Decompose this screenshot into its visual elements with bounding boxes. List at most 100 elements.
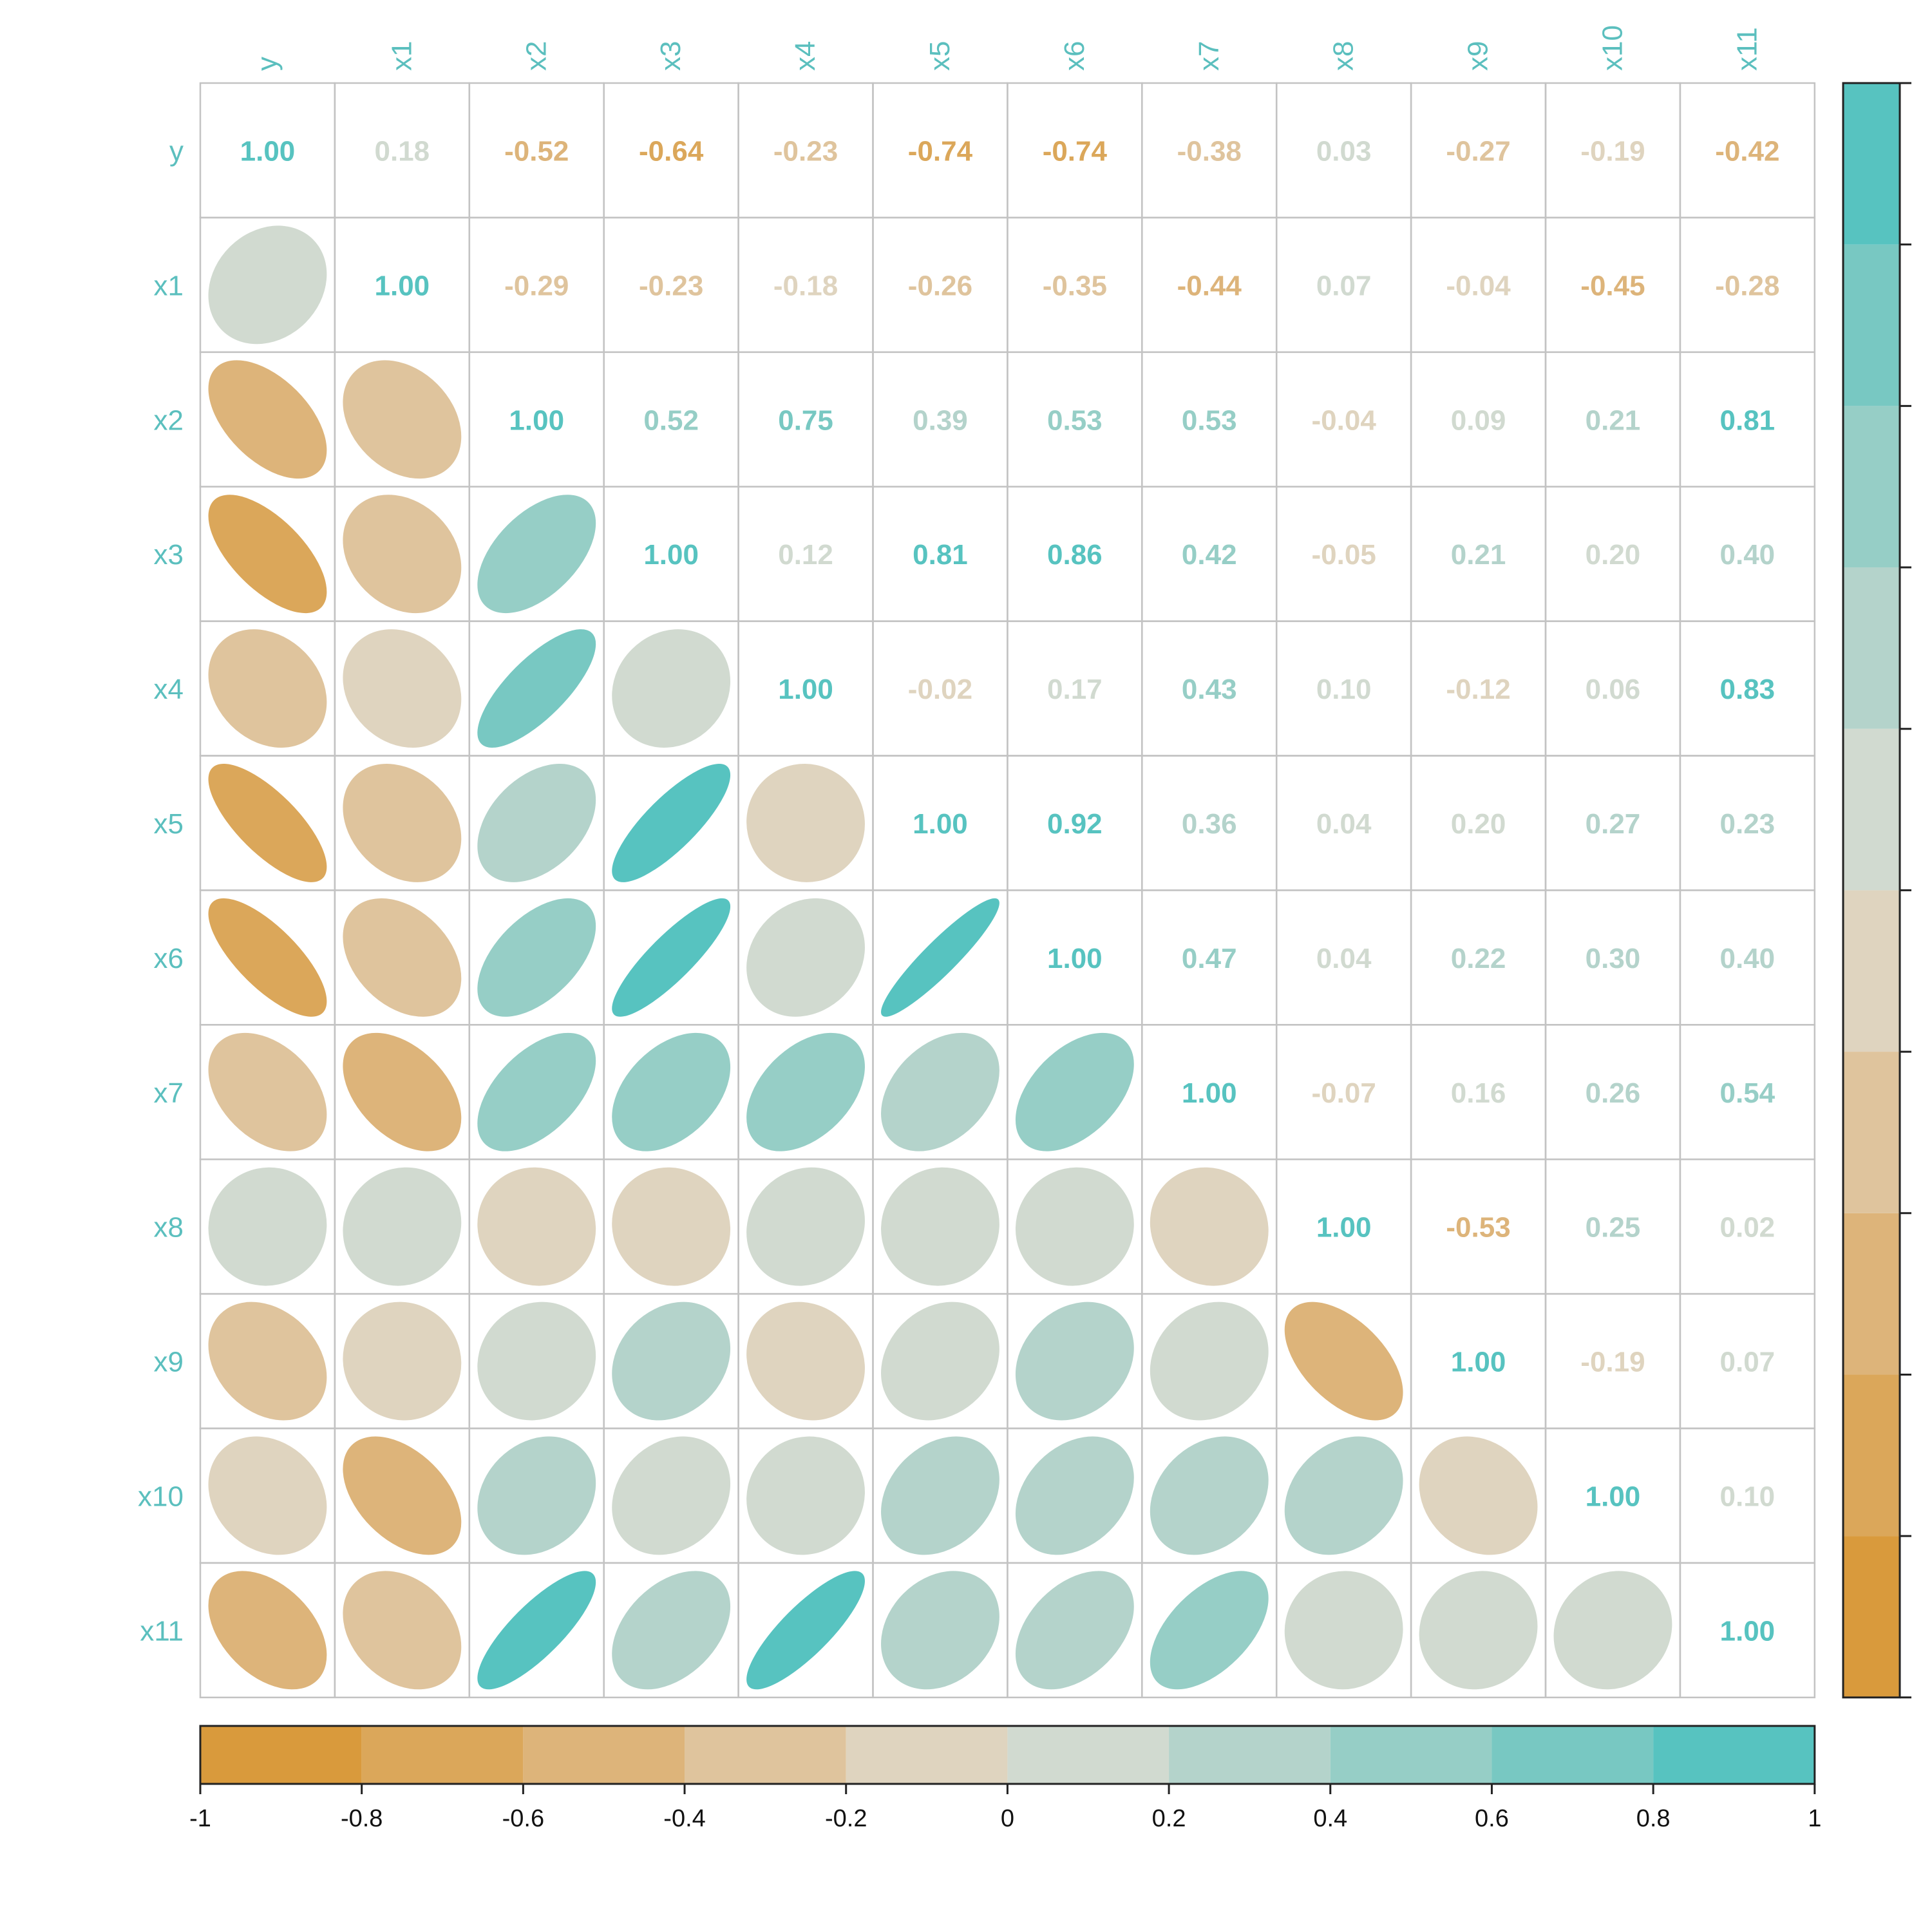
correlation-ellipse: [746, 1436, 865, 1555]
correlation-ellipse: [208, 1436, 327, 1555]
correlation-value: 0.09: [1451, 404, 1506, 436]
row-label: x6: [154, 943, 184, 974]
correlation-ellipse: [343, 1032, 462, 1151]
correlation-ellipse: [477, 1032, 596, 1151]
correlation-value: 0.42: [1182, 539, 1237, 571]
column-label: x2: [520, 41, 552, 71]
correlation-value: 0.47: [1182, 943, 1237, 974]
correlation-ellipse: [343, 764, 462, 882]
correlation-ellipse: [1150, 1571, 1269, 1690]
colorbar-swatch: [523, 1726, 685, 1784]
correlation-value: 0.86: [1047, 539, 1103, 571]
row-label: y: [169, 135, 184, 167]
colorbar-tick-label: 0: [1001, 1805, 1014, 1832]
legend-swatch: [1843, 728, 1900, 891]
correlation-ellipse: [881, 1302, 999, 1421]
correlation-value: -0.04: [1312, 404, 1377, 436]
correlation-ellipse: [1284, 1571, 1403, 1690]
correlation-ellipse: [881, 898, 999, 1017]
correlation-ellipse: [208, 764, 327, 882]
correlation-ellipse: [881, 1571, 999, 1690]
correlation-ellipse: [343, 495, 462, 614]
correlation-ellipse: [477, 495, 596, 614]
correlation-value: 1.00: [1047, 943, 1103, 974]
correlation-ellipse: [343, 898, 462, 1017]
correlation-ellipse: [477, 1571, 596, 1690]
correlation-value: 0.17: [1047, 674, 1103, 705]
legend-swatch: [1843, 244, 1900, 406]
correlation-value: 0.53: [1047, 404, 1103, 436]
row-label: x11: [140, 1615, 184, 1647]
correlation-value: -0.64: [639, 135, 704, 167]
right-color-legend: [1842, 82, 1911, 1699]
correlation-value: 1.00: [240, 135, 296, 167]
correlation-ellipse: [477, 1436, 596, 1555]
correlation-ellipse: [746, 764, 865, 882]
correlation-ellipse: [1015, 1571, 1134, 1690]
correlation-ellipse: [1015, 1167, 1134, 1286]
correlation-ellipse: [1284, 1302, 1403, 1421]
correlation-ellipse: [612, 1032, 731, 1151]
correlation-value: -0.23: [639, 270, 703, 301]
correlation-ellipse: [208, 1167, 327, 1286]
colorbar-swatch: [1492, 1726, 1654, 1784]
correlation-value: -0.12: [1446, 674, 1510, 705]
row-label: x5: [154, 808, 184, 840]
legend-swatch: [1843, 1374, 1900, 1537]
correlation-ellipse: [1284, 1436, 1403, 1555]
legend-swatch: [1843, 83, 1900, 245]
correlation-value: -0.07: [1312, 1077, 1376, 1109]
colorbar-tick-label: 0.6: [1475, 1805, 1509, 1832]
correlation-value: 0.53: [1182, 404, 1237, 436]
colorbar-swatch: [1653, 1726, 1815, 1784]
correlation-ellipse: [1150, 1302, 1269, 1421]
correlation-ellipse: [1015, 1302, 1134, 1421]
correlation-value: 0.43: [1182, 674, 1237, 705]
correlation-value: 0.26: [1586, 1077, 1641, 1109]
colorbar-tick-label: -1: [189, 1805, 211, 1832]
colorbar-swatch: [1169, 1726, 1331, 1784]
correlation-value: 1.00: [1182, 1077, 1237, 1109]
lower-triangle-ellipses: [208, 225, 1672, 1690]
correlation-value: 0.39: [913, 404, 968, 436]
correlation-ellipse: [1015, 1436, 1134, 1555]
correlation-ellipse: [343, 1302, 462, 1421]
colorbar-tick-label: -0.6: [502, 1805, 544, 1832]
correlation-value: 0.54: [1720, 1077, 1776, 1109]
correlation-value: 0.21: [1451, 539, 1506, 571]
correlation-ellipse: [1419, 1436, 1538, 1555]
row-labels: y x1 x2 x3 x4 x5 x6 x7 x8 x9 x10 x11: [138, 135, 184, 1647]
correlation-ellipse: [746, 1571, 865, 1690]
correlation-value: 1.00: [1720, 1615, 1776, 1647]
correlation-value: 0.30: [1586, 943, 1641, 974]
correlation-value: 0.40: [1720, 943, 1776, 974]
colorbar-tick-label: 0.2: [1152, 1805, 1186, 1832]
correlation-value: -0.42: [1715, 135, 1779, 167]
correlation-value: -0.04: [1446, 270, 1511, 301]
correlation-ellipse: [612, 1302, 731, 1421]
row-label: x1: [154, 270, 184, 301]
correlation-ellipse: [208, 898, 327, 1017]
correlation-ellipse: [881, 1167, 999, 1286]
matrix-cell: [1679, 1562, 1816, 1699]
column-label: x1: [386, 41, 417, 71]
legend-swatch: [1843, 1213, 1900, 1375]
column-label: x10: [1596, 25, 1628, 71]
correlation-ellipse: [612, 1436, 731, 1555]
correlation-ellipse: [208, 1032, 327, 1151]
legend-swatch: [1843, 406, 1900, 568]
column-label: x5: [924, 41, 956, 71]
correlation-value: 1.00: [778, 674, 833, 705]
correlation-value: -0.45: [1580, 270, 1645, 301]
column-label: x3: [655, 41, 687, 71]
correlation-value: 1.00: [375, 270, 430, 301]
colorbar-tick-label: 0.4: [1313, 1805, 1347, 1832]
correlation-ellipse: [746, 1032, 865, 1151]
correlation-value: -0.19: [1580, 135, 1645, 167]
correlation-value: 0.21: [1586, 404, 1641, 436]
correlation-ellipse: [477, 1167, 596, 1286]
colorbar-tick-label: -0.4: [663, 1805, 705, 1832]
column-label: x6: [1059, 41, 1090, 71]
correlation-ellipse: [1150, 1167, 1269, 1286]
correlation-value: 0.22: [1451, 943, 1506, 974]
